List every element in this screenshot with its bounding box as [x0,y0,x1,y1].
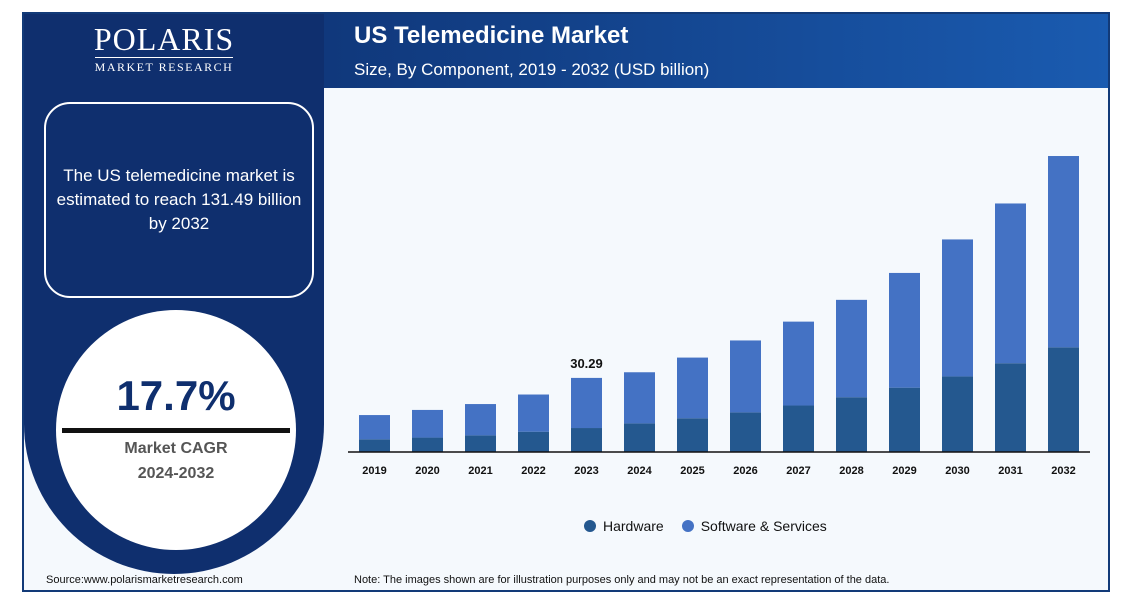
legend-dot-hardware [584,520,596,532]
bar-software-2019 [359,415,390,440]
data-label-2023: 30.29 [570,356,603,371]
bar-software-2032 [1048,156,1079,348]
cagr-circle: 17.7% Market CAGR 2024-2032 [56,310,296,550]
cagr-period: 2024-2032 [137,465,215,482]
logo-name: POLARIS [93,21,235,57]
polaris-logo: POLARIS MARKET RESEARCH [44,22,284,76]
x-tick-2025: 2025 [680,465,704,477]
legend-label-software: Software & Services [700,518,827,534]
bar-software-2021 [465,404,496,436]
infographic-frame: POLARIS MARKET RESEARCH US Telemedicine … [22,12,1110,592]
cagr-divider [62,428,290,433]
x-tick-2029: 2029 [892,465,916,477]
x-tick-2030: 2030 [945,465,969,477]
info-box: The US telemedicine market is estimated … [44,102,314,298]
bar-software-2027 [783,321,814,406]
bar-hardware-2030 [942,376,973,452]
chart-legend: Hardware Software & Services [584,518,827,534]
bar-software-2020 [412,409,443,438]
bar-hardware-2020 [412,437,443,452]
bar-hardware-2019 [359,439,390,452]
x-tick-2031: 2031 [998,465,1022,477]
cagr-value: 17.7% [116,372,236,419]
bar-software-2026 [730,340,761,413]
source-text: Source:www.polarismarketresearch.com [46,574,243,586]
bar-chart: 2019 2020 2021 2022 2023 30.29 2024 2025 2026 202… [348,156,1090,477]
bar-hardware-2023 [571,428,602,452]
legend-label-hardware: Hardware [603,518,664,534]
x-tick-2020: 2020 [415,465,439,477]
bar-software-2029 [889,272,920,388]
logo-subtitle: MARKET RESEARCH [94,57,234,75]
bar-hardware-2031 [995,363,1026,452]
legend-dot-software [681,520,694,532]
legend-item-software: Software & Services [681,518,827,534]
bar-hardware-2025 [677,418,708,452]
x-tick-2021: 2021 [468,465,492,477]
chart-subtitle: Size, By Component, 2019 - 2032 (USD bil… [354,60,710,79]
cagr-label: Market CAGR [124,440,228,457]
bar-software-2031 [995,203,1026,364]
bar-hardware-2028 [836,397,867,452]
bar-hardware-2024 [624,423,655,452]
x-tick-2027: 2027 [786,465,810,477]
bar-software-2022 [518,394,549,432]
legend-item-hardware: Hardware [584,518,664,534]
bar-hardware-2032 [1048,347,1079,452]
bar-hardware-2022 [518,431,549,452]
bar-hardware-2029 [889,387,920,452]
chart-title: US Telemedicine Market [354,22,629,49]
bar-hardware-2021 [465,435,496,452]
x-tick-2019: 2019 [362,465,386,477]
bar-software-2028 [836,299,867,398]
x-tick-2024: 2024 [627,465,652,477]
bar-software-2024 [624,372,655,424]
x-tick-2022: 2022 [521,465,545,477]
x-tick-2032: 2032 [1051,465,1075,477]
bar-software-2023 [571,377,602,429]
bar-hardware-2027 [783,405,814,452]
info-text: The US telemedicine market is estimated … [56,166,302,233]
bar-software-2025 [677,357,708,419]
bar-hardware-2026 [730,412,761,452]
x-tick-2028: 2028 [839,465,863,477]
bar-software-2030 [942,239,973,377]
x-tick-2023: 2023 [574,465,598,477]
x-tick-2026: 2026 [733,465,757,477]
note-text: Note: The images shown are for illustrat… [354,574,890,586]
